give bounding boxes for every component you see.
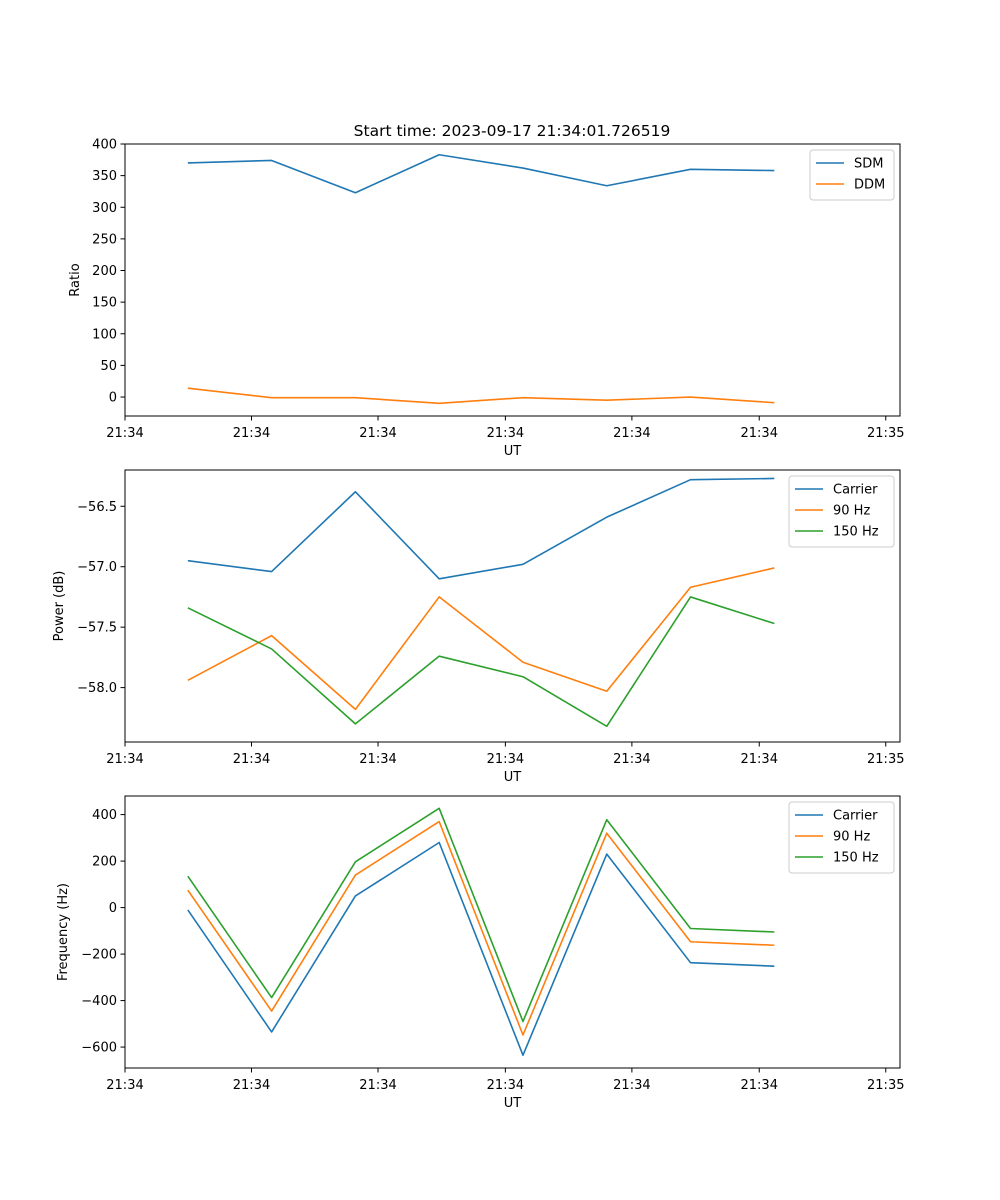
x-tick-label: 21:34 [487,1078,524,1093]
y-tick-label: 350 [92,169,117,184]
x-tick-label: 21:35 [867,752,904,767]
series-line-150-hz [187,596,775,728]
x-tick-label: 21:34 [106,1078,143,1093]
y-tick-label: 300 [92,201,117,216]
y-tick-label: −400 [81,994,117,1009]
chart-panel-2: −58.0 −57.5 −57.0 −56.5 21:34 21:34 21:34 21:34… [52,469,904,785]
legend-label: SDM [854,157,883,172]
series-line-sdm [187,153,775,194]
chart-panels: 0 50 100 150 200 250 300 350 400 21:34 21:34 21:34 2… [52,138,904,1112]
series-line-90-hz [187,820,775,1036]
y-tick-label: −57.0 [77,560,117,575]
chart-panel-3: −600 −400 −200 0 200 400 21:34 21:34 21:34 21:34 2… [56,795,904,1111]
x-tick-label: 21:34 [741,426,778,441]
legend: Carrier 90 Hz 150 Hz [788,475,895,548]
y-axis-label: Ratio [68,263,83,296]
x-tick-label: 21:34 [613,426,650,441]
x-tick-label: 21:35 [867,426,904,441]
y-tick-label: 250 [92,232,117,247]
figure-title: Start time: 2023-09-17 21:34:01.726519 [354,122,671,140]
legend-label: 90 Hz [833,504,870,519]
x-tick-label: 21:34 [233,426,270,441]
series-line-carrier [187,477,775,580]
y-tick-label: 100 [92,327,117,342]
y-tick-label: −57.5 [77,621,117,636]
x-tick-label: 21:34 [359,752,396,767]
legend-label: 150 Hz [833,851,879,866]
legend-label: 150 Hz [833,525,879,540]
y-tick-label: −600 [81,1041,117,1056]
x-tick-label: 21:34 [359,1078,396,1093]
x-tick-label: 21:34 [359,426,396,441]
y-axis-label: Power (dB) [52,571,67,642]
axes-frame [124,143,901,417]
legend: SDM DDM [809,149,895,201]
y-tick-label: 400 [92,808,117,823]
series-line-carrier [187,841,775,1057]
y-tick-label: 150 [92,296,117,311]
x-tick-label: 21:34 [613,1078,650,1093]
legend-label: Carrier [833,483,878,498]
x-tick-label: 21:34 [741,752,778,767]
x-tick-label: 21:34 [106,752,143,767]
legend-box [788,801,895,874]
y-tick-label: −58.0 [77,681,117,696]
x-tick-label: 21:34 [613,752,650,767]
axes-frame [124,795,901,1069]
series-line-ddm [187,387,775,405]
y-tick-label: −200 [81,948,117,963]
x-tick-label: 21:34 [233,1078,270,1093]
series-line-90-hz [187,567,775,711]
y-tick-label: 200 [92,855,117,870]
axes-frame [124,469,901,743]
x-axis-label: UT [504,1096,522,1111]
x-tick-label: 21:34 [741,1078,778,1093]
legend-label: DDM [854,178,885,193]
y-tick-label: 200 [92,264,117,279]
legend-label: Carrier [833,809,878,824]
legend-label: 90 Hz [833,830,870,845]
series-line-150-hz [187,807,775,1023]
y-tick-label: −56.5 [77,500,117,515]
legend-box [788,475,895,548]
x-axis-label: UT [504,770,522,785]
y-tick-label: 400 [92,138,117,153]
y-tick-label: 0 [109,901,117,916]
x-tick-label: 21:34 [487,752,524,767]
y-tick-label: 50 [100,359,117,374]
x-axis-label: UT [504,444,522,459]
y-tick-label: 0 [109,391,117,406]
chart-panel-1: 0 50 100 150 200 250 300 350 400 21:34 21:34 21:34 2… [68,138,904,460]
x-tick-label: 21:35 [867,1078,904,1093]
y-axis-label: Frequency (Hz) [56,883,71,981]
x-tick-label: 21:34 [233,752,270,767]
legend: Carrier 90 Hz 150 Hz [788,801,895,874]
x-tick-label: 21:34 [106,426,143,441]
x-tick-label: 21:34 [487,426,524,441]
